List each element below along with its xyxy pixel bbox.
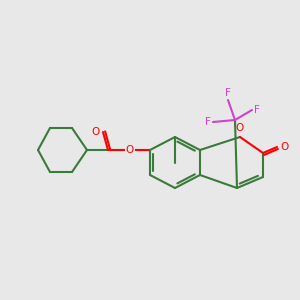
Text: O: O — [280, 142, 288, 152]
Text: F: F — [254, 105, 260, 115]
Text: F: F — [225, 88, 231, 98]
Text: O: O — [126, 145, 134, 155]
Text: O: O — [236, 123, 244, 133]
Text: F: F — [205, 117, 211, 127]
Text: O: O — [92, 127, 100, 137]
